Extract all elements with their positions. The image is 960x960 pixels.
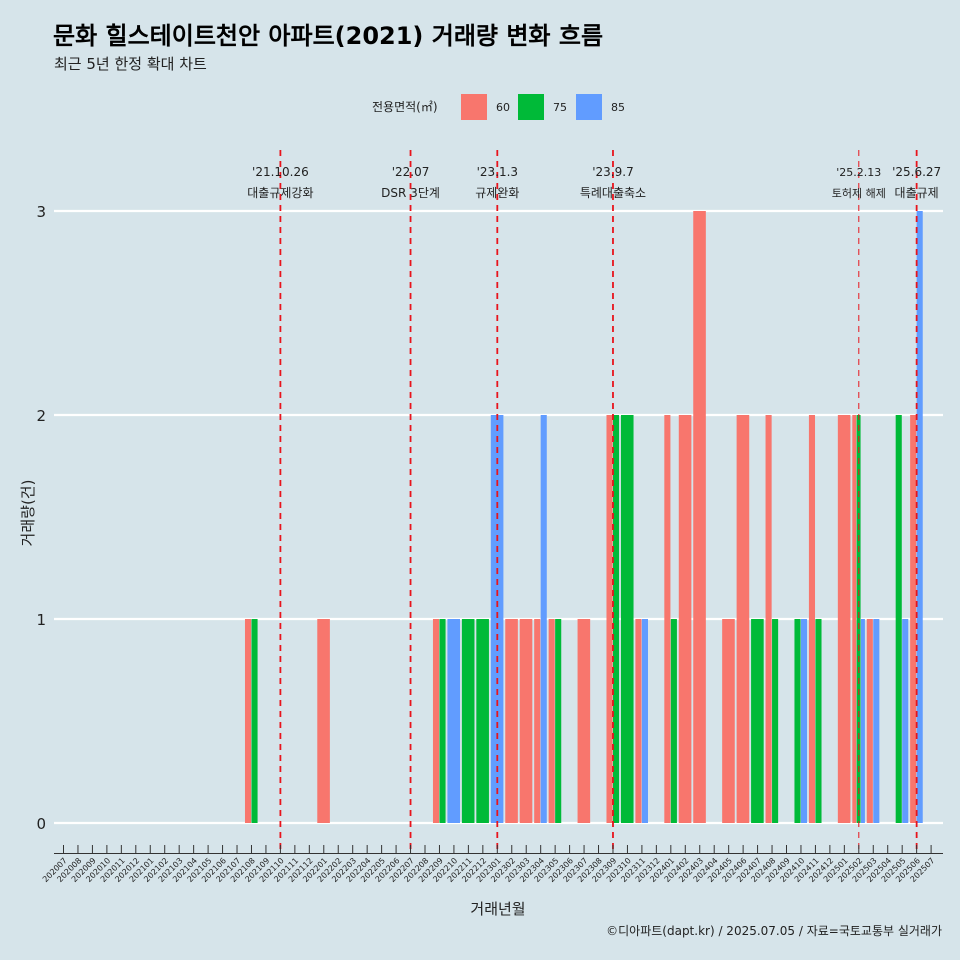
legend: 전용면적(㎡) 60 75 85 xyxy=(372,94,625,120)
bar-60-202108 xyxy=(244,619,252,823)
bar-60-202408 xyxy=(765,415,772,823)
bar-60-202303 xyxy=(519,619,533,823)
bar-85-202502 xyxy=(860,619,865,823)
bar-60-202405 xyxy=(722,619,735,823)
bar-85-202410 xyxy=(800,619,808,823)
chart-caption: ©디아파트(dapt.kr) / 2025.07.05 / 자료=국토교통부 실… xyxy=(606,924,942,938)
bar-60-202307 xyxy=(577,619,591,823)
legend-key-75 xyxy=(518,94,544,120)
y-axis: 0 1 2 3 xyxy=(36,203,46,833)
legend-label-60: 60 xyxy=(496,101,510,114)
bar-75-202305 xyxy=(555,619,562,823)
legend-key-60 xyxy=(461,94,487,120)
bar-60-202401 xyxy=(664,415,671,823)
event-date-202301: '23.1.3 xyxy=(477,165,518,179)
bar-60-202403 xyxy=(693,211,706,823)
event-label-202502: 토허제 해제 xyxy=(832,186,886,200)
legend-label-75: 75 xyxy=(553,101,567,114)
event-date-202506: '25.6.27 xyxy=(892,165,941,179)
bar-75-202502 xyxy=(856,415,861,823)
bar-75-202505 xyxy=(895,415,902,823)
bar-60-202502 xyxy=(852,415,857,823)
bar-85-202311 xyxy=(641,619,648,823)
bar-60-202501 xyxy=(837,415,851,823)
bar-85-202506 xyxy=(916,211,923,823)
y-tick-label: 2 xyxy=(36,407,46,425)
bar-75-202309 xyxy=(612,415,620,823)
bar-60-202503 xyxy=(866,619,873,823)
bar-60-202411 xyxy=(808,415,816,823)
event-date-202309: '23.9.7 xyxy=(592,165,633,179)
event-label-202207: DSR 3단계 xyxy=(381,186,440,200)
event-label-202110: 대출규제강화 xyxy=(247,186,313,200)
bar-60-202406 xyxy=(736,415,750,823)
x-axis-label: 거래년월 xyxy=(470,900,525,918)
bar-75-202401 xyxy=(670,619,677,823)
chart-subtitle: 최근 5년 한정 확대 차트 xyxy=(54,55,207,73)
bar-60-202201 xyxy=(317,619,330,823)
legend-title: 전용면적(㎡) xyxy=(372,100,438,114)
bar-60-202304 xyxy=(534,619,541,823)
bar-60-202311 xyxy=(635,619,642,823)
event-date-202502: '25.2.13 xyxy=(836,166,881,179)
bar-60-202209 xyxy=(432,619,440,823)
bar-75-202211 xyxy=(461,619,475,823)
bar-75-202411 xyxy=(815,619,822,823)
y-tick-label: 0 xyxy=(36,815,46,833)
bar-85-202503 xyxy=(873,619,880,823)
bar-60-202305 xyxy=(548,619,555,823)
event-lines: '21.10.26 대출규제강화 '22.07 DSR 3단계 '23.1.3 규제완화 '… xyxy=(247,150,941,853)
event-date-202207: '22.07 xyxy=(392,165,430,179)
bar-75-202407 xyxy=(751,619,764,823)
bar-60-202309 xyxy=(606,415,613,823)
legend-key-85 xyxy=(576,94,602,120)
y-tick-label: 1 xyxy=(36,611,46,629)
bar-85-202301 xyxy=(490,415,504,823)
x-axis: 2020072020082020092020102020112020122021… xyxy=(41,845,943,884)
y-axis-label: 거래량(건) xyxy=(19,480,37,547)
bar-85-202304 xyxy=(540,415,547,823)
bar-60-202506 xyxy=(910,415,917,823)
event-date-202110: '21.10.26 xyxy=(252,165,309,179)
event-label-202301: 규제완화 xyxy=(475,186,519,200)
bar-75-202408 xyxy=(772,619,779,823)
bar-60-202402 xyxy=(678,415,692,823)
bar-75-202209 xyxy=(439,619,446,823)
bar-85-202505 xyxy=(902,619,909,823)
chart-title: 문화 힐스테이트천안 아파트(2021) 거래량 변화 흐름 xyxy=(53,22,603,50)
bar-75-202310 xyxy=(620,415,634,823)
legend-label-85: 85 xyxy=(611,101,625,114)
bar-75-202410 xyxy=(794,619,801,823)
event-label-202309: 특례대출축소 xyxy=(580,186,646,200)
bar-60-202302 xyxy=(505,619,518,823)
event-label-202506: 대출규제 xyxy=(895,186,939,200)
bar-75-202212 xyxy=(476,619,489,823)
bar-85-202210 xyxy=(447,619,461,823)
bars xyxy=(244,211,923,823)
bar-75-202108 xyxy=(251,619,258,823)
y-tick-label: 3 xyxy=(36,203,46,221)
